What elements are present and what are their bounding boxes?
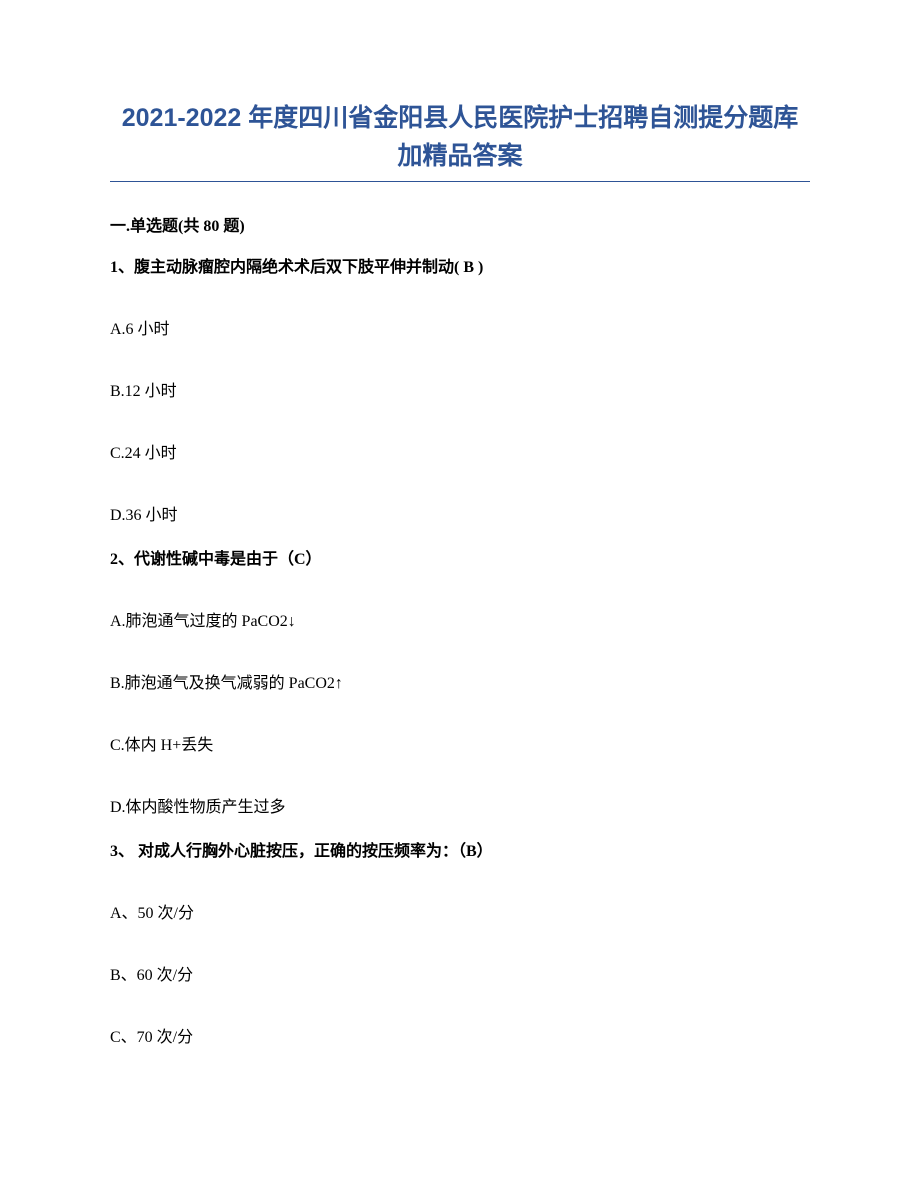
- section-header: 一.单选题(共 80 题): [110, 212, 810, 236]
- question-3-option-a: A、50 次/分: [110, 902, 810, 926]
- question-2-stem: 2、代谢性碱中毒是由于（C）: [110, 548, 810, 572]
- question-2-option-a: A.肺泡通气过度的 PaCO2↓: [110, 610, 810, 634]
- question-1-option-b: B.12 小时: [110, 380, 810, 404]
- question-3-option-c: C、70 次/分: [110, 1026, 810, 1050]
- question-1-option-c: C.24 小时: [110, 442, 810, 466]
- document-title: 2021-2022 年度四川省金阳县人民医院护士招聘自测提分题库加精品答案: [110, 100, 810, 182]
- question-2-option-b: B.肺泡通气及换气减弱的 PaCO2↑: [110, 672, 810, 696]
- question-1-option-a: A.6 小时: [110, 318, 810, 342]
- question-1-option-d: D.36 小时: [110, 504, 810, 528]
- question-1-stem: 1、腹主动脉瘤腔内隔绝术术后双下肢平伸并制动( B ): [110, 256, 810, 280]
- question-3-stem: 3、 对成人行胸外心脏按压，正确的按压频率为：（B）: [110, 840, 810, 864]
- question-3-option-b: B、60 次/分: [110, 964, 810, 988]
- question-2-option-c: C.体内 H+丢失: [110, 734, 810, 758]
- question-2-option-d: D.体内酸性物质产生过多: [110, 796, 810, 820]
